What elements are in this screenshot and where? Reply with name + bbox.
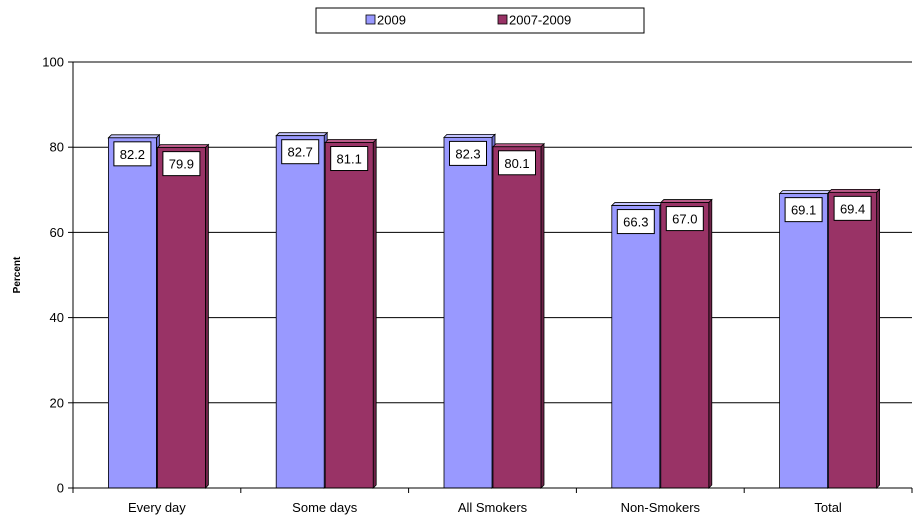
bar-top-face <box>275 132 329 137</box>
tick-labels: 0 20 40 60 80 100 Every day Some days All Smoker… <box>42 55 842 516</box>
data-label: 69.4 <box>840 201 865 216</box>
data-label-box <box>162 151 201 177</box>
x-tick-label: Every day <box>128 500 186 515</box>
data-label: 81.1 <box>337 152 362 167</box>
legend-box <box>315 7 645 34</box>
bar <box>324 142 374 489</box>
bar-side-face <box>708 198 713 489</box>
y-tick-label: 20 <box>50 395 64 410</box>
bar <box>156 147 206 489</box>
axes <box>68 61 913 493</box>
data-label: 67.0 <box>672 212 697 227</box>
x-tick-label: Non-Smokers <box>621 500 701 515</box>
bar-side-face <box>540 142 545 489</box>
bar-top-face <box>778 190 832 195</box>
x-tick-label: Some days <box>292 500 358 515</box>
x-tick-label: All Smokers <box>458 500 528 515</box>
y-tick-label: 40 <box>50 310 64 325</box>
bar-side-face <box>204 143 209 489</box>
data-label-box <box>113 141 152 167</box>
legend-label-2007-2009: 2007-2009 <box>509 13 571 28</box>
x-tick-label: Total <box>814 500 842 515</box>
data-label-box <box>616 209 655 235</box>
value-labels: 82.2 79.9 82.7 81.1 82.3 80.1 66.3 67.0 69.1 69.4 <box>113 139 872 235</box>
data-label: 66.3 <box>623 215 648 230</box>
bar-top-face <box>659 199 713 203</box>
bar <box>828 191 877 489</box>
bar <box>660 202 710 489</box>
data-label-box <box>498 150 536 176</box>
data-label: 82.3 <box>455 146 480 161</box>
data-label-box <box>784 197 823 223</box>
bar <box>611 205 661 489</box>
data-label-box <box>665 206 704 232</box>
y-tick-label: 80 <box>50 140 64 155</box>
bar-side-face <box>876 188 880 489</box>
bar-side-face <box>372 138 377 489</box>
y-axis-title: Percent <box>12 256 23 293</box>
data-label: 82.2 <box>120 147 145 162</box>
data-label-box <box>833 195 872 221</box>
bar-top-face <box>324 139 378 143</box>
bar <box>443 137 493 489</box>
bar <box>492 146 542 489</box>
bar-top-face <box>443 134 496 138</box>
y-tick-label: 100 <box>42 55 64 70</box>
bar <box>108 137 157 489</box>
data-label-box <box>281 139 320 165</box>
data-label: 82.7 <box>288 145 313 160</box>
legend-swatch-2007-2009 <box>497 14 508 25</box>
bar-top-face <box>107 134 161 139</box>
legend-label-2009: 2009 <box>377 13 406 28</box>
bar <box>275 135 325 489</box>
legend-swatch-2009 <box>365 14 376 25</box>
y-tick-label: 0 <box>57 481 64 496</box>
data-label: 80.1 <box>504 156 529 171</box>
bar-top-face <box>156 144 210 149</box>
y-tick-label: 60 <box>50 225 64 240</box>
data-label: 69.1 <box>791 203 816 218</box>
data-label: 79.9 <box>169 157 194 172</box>
bar-top-face <box>610 202 664 206</box>
data-label-box <box>449 140 487 166</box>
legend: 2009 2007-2009 <box>315 7 645 34</box>
bar-top-face <box>492 143 545 148</box>
data-label-box <box>330 146 369 172</box>
bar <box>779 193 828 489</box>
bar-top-face <box>827 188 881 193</box>
bars <box>107 131 881 489</box>
